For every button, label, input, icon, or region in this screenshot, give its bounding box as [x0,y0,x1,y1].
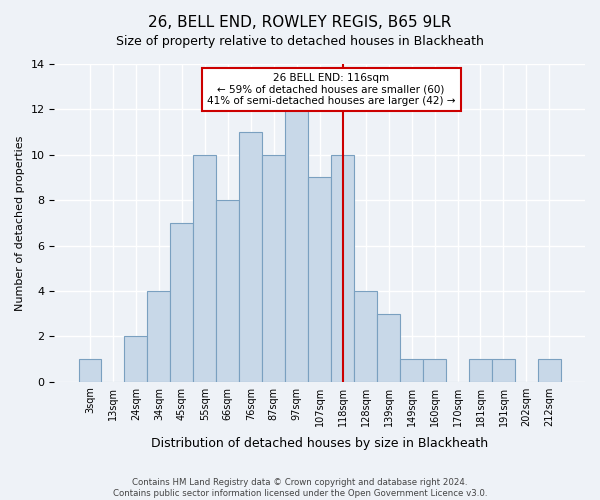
Bar [308,178,331,382]
Bar [469,359,492,382]
Bar [538,359,561,382]
Text: Contains HM Land Registry data © Crown copyright and database right 2024.
Contai: Contains HM Land Registry data © Crown c… [113,478,487,498]
Bar [193,155,217,382]
Text: Size of property relative to detached houses in Blackheath: Size of property relative to detached ho… [116,35,484,48]
Bar [285,110,308,382]
Bar [400,359,423,382]
Bar [331,155,354,382]
Bar [170,223,193,382]
Bar [217,200,239,382]
Bar [492,359,515,382]
Y-axis label: Number of detached properties: Number of detached properties [15,135,25,310]
Text: 26, BELL END, ROWLEY REGIS, B65 9LR: 26, BELL END, ROWLEY REGIS, B65 9LR [148,15,452,30]
Bar [79,359,101,382]
Bar [239,132,262,382]
X-axis label: Distribution of detached houses by size in Blackheath: Distribution of detached houses by size … [151,437,488,450]
Bar [148,291,170,382]
Bar [354,291,377,382]
Bar [423,359,446,382]
Bar [262,155,285,382]
Bar [377,314,400,382]
Bar [124,336,148,382]
Text: 26 BELL END: 116sqm
← 59% of detached houses are smaller (60)
41% of semi-detach: 26 BELL END: 116sqm ← 59% of detached ho… [207,73,455,106]
